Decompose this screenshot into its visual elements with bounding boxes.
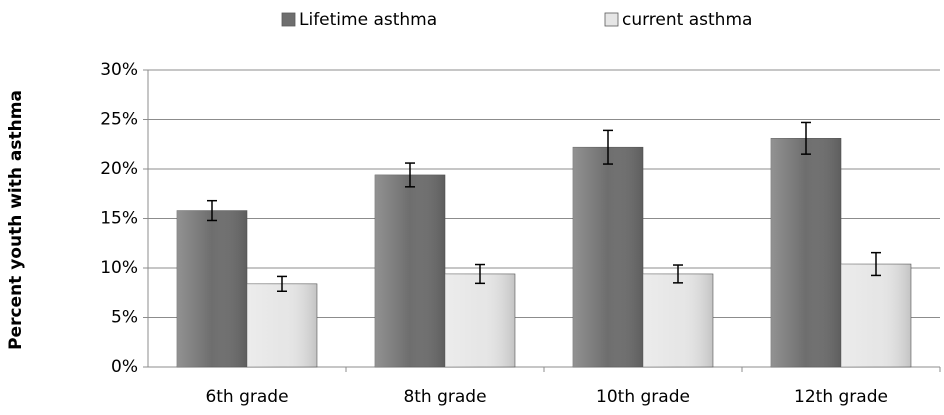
y-tick-label: 15% (100, 209, 138, 229)
bar-shine (445, 273, 515, 367)
x-tick-label: 8th grade (403, 387, 486, 407)
bar-shine (177, 210, 247, 367)
y-tick-label: 30% (100, 60, 138, 80)
error-bar (207, 199, 217, 222)
error-bar (673, 264, 683, 284)
error-bar (801, 121, 811, 155)
x-tick-label: 12th grade (794, 387, 888, 407)
legend-swatch (604, 12, 619, 27)
bar-shine (643, 273, 713, 367)
error-bar (603, 129, 613, 165)
bar-shine (375, 174, 445, 367)
legend-label: current asthma (622, 10, 752, 30)
y-tick-label: 20% (100, 159, 138, 179)
x-tick-label: 10th grade (596, 387, 690, 407)
error-bar (871, 251, 881, 277)
legend-label: Lifetime asthma (299, 10, 437, 30)
bar-shine (247, 283, 317, 367)
error-bar (475, 263, 485, 285)
y-tick-label: 10% (100, 258, 138, 278)
bar-shine (573, 147, 643, 367)
y-tick-label: 5% (111, 308, 138, 328)
bar-shine (841, 264, 911, 367)
y-tick-label: 25% (100, 110, 138, 130)
x-tick-label: 6th grade (205, 387, 288, 407)
y-tick-label: 0% (111, 357, 138, 377)
legend-swatch (281, 12, 296, 27)
y-axis-label: Percent youth with asthma (6, 90, 26, 350)
error-bar (405, 162, 415, 188)
error-bar (277, 275, 287, 293)
bar-shine (771, 138, 841, 367)
